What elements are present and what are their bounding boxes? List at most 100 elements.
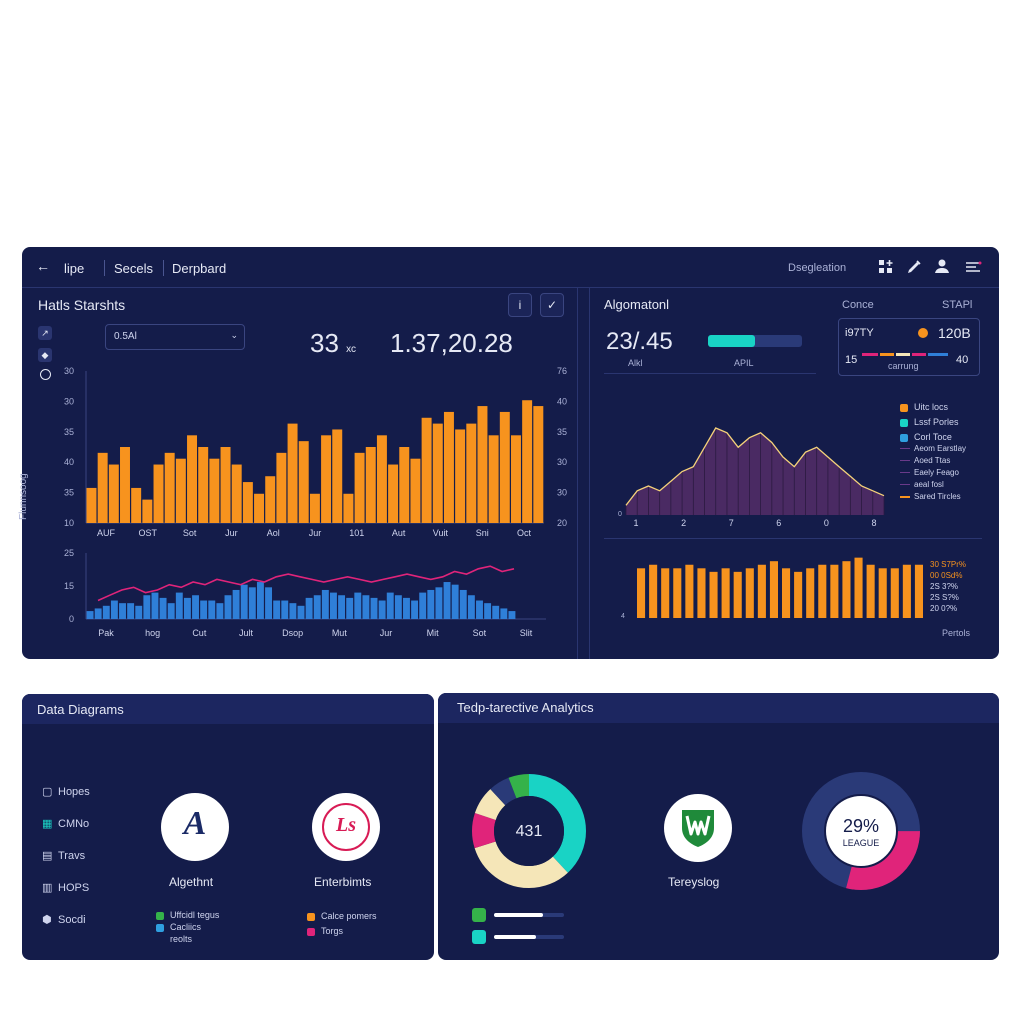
right-subpanel — [589, 287, 1000, 659]
bar — [346, 597, 354, 619]
donut-slice — [472, 774, 586, 888]
sidebar-item-hops[interactable]: ▥ HOPS — [42, 872, 90, 904]
y-tick-label-right: 30 — [557, 457, 567, 467]
shield-logo[interactable] — [664, 794, 732, 862]
area-chart: 0 1 2 7 6 0 8 — [618, 427, 885, 528]
bar — [198, 447, 209, 523]
target-icon[interactable]: ◆ — [38, 348, 52, 362]
y-axis-label: Flunnsoog — [18, 473, 29, 520]
sidebar-item-cmno[interactable]: ▦ CMNo — [42, 808, 90, 840]
bar — [354, 452, 365, 523]
x-tick-label: Cut — [192, 628, 207, 638]
team-logo-a[interactable]: A — [161, 793, 229, 861]
x-tick-label: 0 — [824, 518, 829, 528]
edit-icon[interactable] — [906, 259, 922, 275]
sidebar-item-hopes[interactable]: ▢ Hopes — [42, 776, 90, 808]
bar — [376, 435, 387, 523]
bar — [477, 406, 488, 523]
legend-item: Corl Toce — [900, 430, 959, 445]
bar — [403, 597, 410, 619]
right-bar-chart: 4 — [621, 557, 923, 620]
legend-label: aeal fosl — [914, 480, 944, 489]
y-tick-label-right: 20 — [557, 518, 567, 528]
sidebar-item-travs[interactable]: ▤ Travs — [42, 840, 90, 872]
legend-label: Aeom Earstlay — [914, 444, 967, 453]
legend-bar-fill — [494, 935, 536, 939]
x-tick-label: Sni — [476, 528, 489, 538]
sidebar-item-socdi[interactable]: ⬢ Socdi — [42, 904, 90, 936]
bar — [484, 603, 492, 619]
nav-item-lipe[interactable]: lipe — [64, 261, 85, 276]
legend-item: Cacliics — [156, 921, 219, 933]
bar — [649, 564, 658, 618]
legend-bar-fill — [494, 913, 543, 917]
team-logo-ls[interactable]: Ls — [312, 793, 380, 861]
bar — [216, 603, 224, 619]
diagram-legend-left: Uffcidl tegus Cacliics reolts — [156, 909, 219, 945]
pointer-icon[interactable]: ↗ — [38, 326, 52, 340]
info-button[interactable]: i — [508, 293, 532, 317]
bar — [476, 600, 483, 619]
y-tick-label: 25 — [64, 548, 74, 558]
col1-label: Conce — [842, 299, 874, 311]
bar — [443, 582, 451, 619]
legend-item: Uitc locs — [900, 400, 959, 415]
bar — [733, 571, 742, 618]
circle-icon[interactable] — [40, 369, 51, 380]
col2-label: STAPl — [942, 299, 973, 311]
bar — [192, 595, 199, 619]
legend-label: Torgs — [321, 926, 344, 936]
back-button[interactable]: ← — [36, 258, 50, 274]
bar-legend-item: 20 0?% — [930, 604, 958, 613]
bar — [685, 564, 694, 618]
bar — [410, 458, 421, 523]
league-ring-label: LEAGUE — [842, 838, 880, 848]
bar — [432, 423, 443, 523]
legend-line — [900, 460, 910, 462]
legend-label: Aoed Ttas — [914, 456, 951, 465]
bar-legend-item: 30 S7Pr% — [930, 560, 967, 569]
multi-color-bar — [928, 353, 948, 356]
bar — [443, 411, 454, 523]
bar — [709, 571, 718, 618]
bar — [466, 423, 477, 523]
bar — [119, 603, 126, 619]
bar — [142, 499, 153, 523]
doc-icon: ▢ — [42, 786, 53, 798]
bar — [209, 458, 220, 523]
legend-label: reolts — [170, 934, 193, 944]
nav-right-label[interactable]: Dsegleation — [788, 262, 847, 274]
nav-item-derpbard[interactable]: Derpbard — [172, 261, 227, 276]
league-ring-value: 29% — [842, 816, 880, 836]
donut-center-value: 431 — [515, 823, 543, 840]
x-tick-label: Aol — [267, 528, 280, 538]
bar — [338, 595, 346, 619]
bar — [254, 493, 265, 523]
area-legend: Uitc locs Lssf Porles Corl Toce — [900, 400, 959, 445]
legend-label: Calce pomers — [321, 911, 377, 921]
nav-item-secels[interactable]: Secels — [114, 261, 154, 276]
range-select[interactable]: 0.5Al ⌄ — [105, 324, 245, 350]
bar — [421, 417, 432, 523]
bar — [86, 487, 97, 523]
user-icon[interactable] — [934, 258, 950, 274]
bar — [256, 582, 264, 619]
bar — [164, 452, 175, 523]
legend-bar-swatch — [472, 908, 486, 922]
legend-bar-row — [472, 908, 572, 922]
main-bar-chart: 30 30 35 40 35 10 76 40 35 30 30 20 AUF OST Sot Jur Aol J… — [64, 366, 567, 538]
bar — [757, 564, 766, 618]
grid-plus-icon[interactable] — [878, 259, 894, 275]
right-panel-title: Algomatonl — [604, 297, 670, 312]
box-row1-value: 120B — [938, 325, 971, 341]
chart-icon: ▥ — [42, 882, 53, 894]
bar — [492, 605, 500, 619]
x-tick-label: Aut — [392, 528, 406, 538]
menu-icon[interactable] — [964, 259, 982, 275]
bar — [745, 568, 754, 618]
check-button[interactable]: ✓ — [540, 293, 564, 317]
bar — [321, 589, 329, 619]
bar — [332, 429, 343, 523]
bar — [842, 561, 851, 618]
bar — [637, 568, 646, 618]
